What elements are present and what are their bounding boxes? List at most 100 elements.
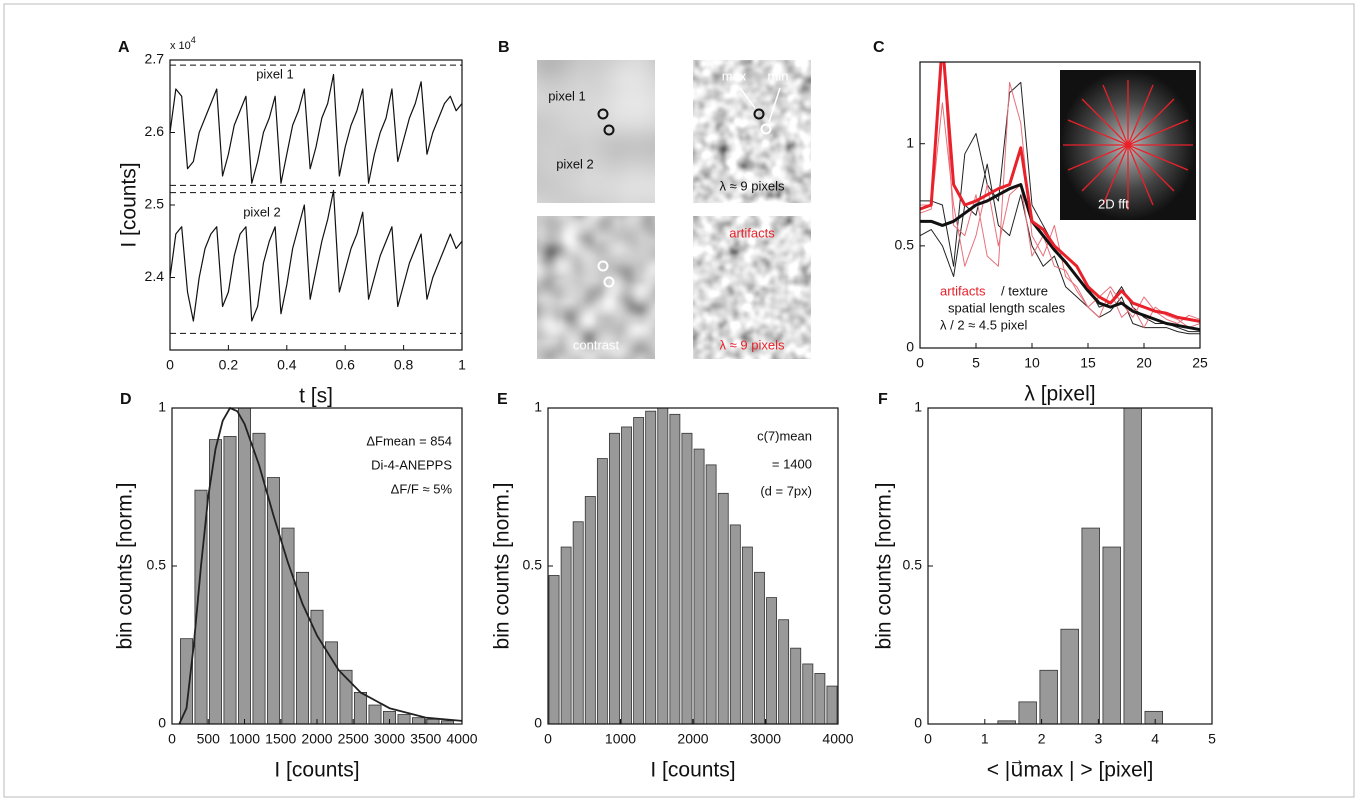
x-tick-label: 0.6: [335, 357, 355, 373]
x-tick-label: 500: [197, 731, 221, 747]
annotation: pixel 2: [243, 204, 281, 219]
multiplier-exponent: 4: [191, 35, 196, 45]
annotation: λ ≈ 9 pixels: [720, 337, 785, 352]
annotation: pixel 2: [556, 156, 594, 171]
panel-label: B: [498, 39, 510, 56]
x-tick-label: 2: [1038, 731, 1046, 747]
image: [693, 216, 811, 359]
panel-label: A: [118, 39, 130, 56]
bar: [238, 407, 251, 725]
y-tick-label: 1: [158, 399, 166, 415]
bar: [814, 673, 826, 725]
y-axis-label: bin counts [norm.]: [491, 483, 514, 650]
x-axis-label: λ [pixel]: [1024, 383, 1095, 406]
x-axis-label: I [counts]: [274, 759, 359, 782]
x-tick-label: 2500: [338, 731, 369, 747]
fit-curve: [178, 407, 463, 725]
data-line: [170, 189, 462, 322]
bar: [596, 458, 608, 725]
x-tick-label: 0.8: [394, 357, 414, 373]
bar: [1144, 710, 1164, 725]
plot-area: [997, 407, 1164, 725]
y-tick-label: 0.5: [895, 237, 915, 253]
data-line: [920, 183, 1200, 332]
bar: [412, 717, 425, 725]
x-tick-label: 0: [544, 731, 552, 747]
annotation: max: [722, 68, 747, 83]
axes-frame: [547, 407, 839, 725]
bar: [354, 692, 367, 725]
plot-area: [920, 62, 1200, 335]
x-tick-label: 3000: [374, 731, 405, 747]
image: [537, 60, 655, 203]
image: [693, 60, 811, 203]
bar: [572, 521, 584, 725]
bar: [1081, 527, 1100, 725]
marker: [597, 260, 609, 272]
x-tick-label: 0: [924, 731, 932, 747]
bar: [1018, 701, 1037, 725]
panel-label: E: [497, 391, 508, 408]
bar: [633, 417, 645, 725]
plot-area: [170, 64, 462, 334]
spoke: [1067, 119, 1189, 171]
data-line: [170, 73, 462, 184]
bar: [657, 407, 669, 725]
image-panel: [537, 60, 811, 359]
bar: [281, 527, 295, 725]
x-tick-label: 10: [1024, 355, 1040, 371]
x-tick-label: 0: [916, 355, 924, 371]
annotation: contrast: [573, 337, 620, 352]
annotation: (d = 7px): [760, 483, 812, 498]
annotation: 2D fft: [1098, 196, 1129, 211]
bar: [548, 575, 560, 725]
x-tick-label: 0.2: [219, 357, 239, 373]
annotation: spatial length scales: [948, 300, 1066, 315]
bar: [802, 663, 814, 725]
bar: [741, 546, 753, 725]
x-axis-label: t [s]: [299, 385, 333, 408]
plot-area: [178, 407, 463, 725]
x-tick-label: 4: [1151, 731, 1159, 747]
x-tick-label: 1000: [229, 731, 260, 747]
marker: [760, 123, 772, 135]
annotation: Di-4-ANEPPS: [371, 457, 452, 472]
axes-frame: [171, 407, 463, 725]
marker: [753, 108, 765, 120]
marker: [597, 108, 609, 120]
y-tick-label: 0: [914, 715, 922, 731]
y-tick-label: 0: [158, 715, 166, 731]
y-tick-label: 1: [914, 399, 922, 415]
x-tick-label: 1: [981, 731, 989, 747]
x-tick-label: 2000: [677, 731, 708, 747]
x-tick-label: 1000: [605, 731, 636, 747]
x-tick-label: 0: [166, 357, 174, 373]
bar: [180, 638, 193, 725]
x-tick-label: 4000: [446, 731, 477, 747]
bar: [584, 496, 596, 725]
bar: [1060, 628, 1079, 725]
x-tick-label: 0.4: [277, 357, 297, 373]
x-tick-label: 5: [1208, 731, 1216, 747]
bar: [397, 714, 411, 725]
y-tick-label: 2.5: [145, 196, 165, 212]
data-line: [920, 163, 1200, 335]
y-tick-label: 0: [906, 339, 914, 355]
x-tick-label: 2000: [301, 731, 332, 747]
bar: [1123, 407, 1142, 725]
annotation: λ ≈ 9 pixels: [720, 178, 785, 193]
bar: [790, 647, 802, 725]
panel-label: C: [873, 39, 885, 56]
x-tick-label: 1500: [265, 731, 296, 747]
arrow: [768, 87, 781, 123]
annotation: min: [768, 68, 789, 83]
y-tick-label: 1: [534, 399, 542, 415]
annotation: pixel 1: [548, 88, 586, 103]
panel-label: F: [878, 391, 888, 408]
bar: [753, 571, 765, 725]
arrow: [739, 87, 756, 109]
bar: [223, 436, 237, 725]
image: [537, 216, 655, 359]
panel-label: D: [120, 391, 132, 408]
